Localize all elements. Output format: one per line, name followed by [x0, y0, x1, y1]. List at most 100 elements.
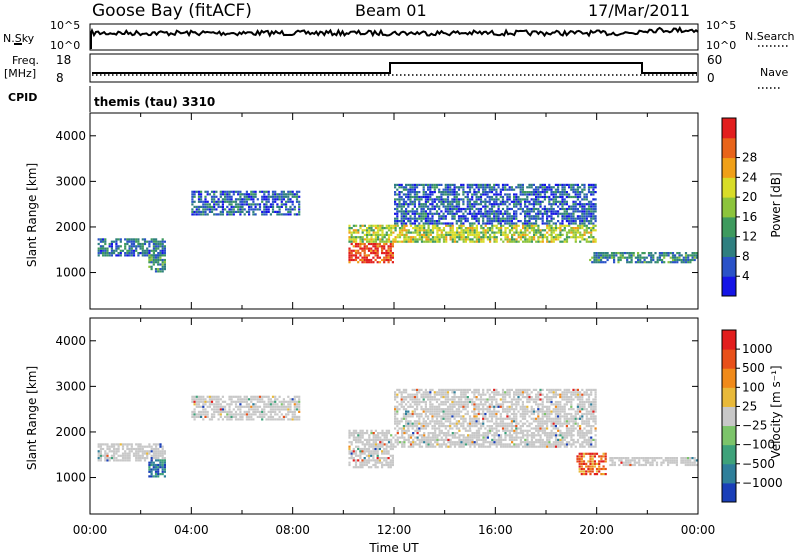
heatmap-cell: [508, 222, 511, 225]
heatmap-cell: [117, 252, 120, 255]
heatmap-cell: [137, 450, 140, 453]
heatmap-cell: [396, 410, 399, 413]
heatmap-cell: [163, 450, 166, 453]
heatmap-cell: [378, 447, 381, 451]
heatmap-cell: [197, 213, 201, 216]
heatmap-cell: [451, 193, 454, 196]
heatmap-cell: [193, 413, 196, 416]
heatmap-cell: [528, 445, 531, 448]
heatmap-cell: [354, 242, 358, 246]
heatmap-cell: [130, 254, 133, 257]
heatmap-cell: [455, 400, 458, 404]
heatmap-cell: [435, 195, 439, 199]
heatmap-cell: [104, 254, 107, 257]
heatmap-cell: [221, 208, 224, 211]
heatmap-cell: [224, 198, 227, 201]
heatmap-cell: [687, 256, 690, 259]
heatmap-cell: [539, 391, 542, 394]
heatmap-cell: [479, 203, 483, 206]
heatmap-cell: [568, 186, 571, 189]
heatmap-cell: [377, 231, 380, 234]
heatmap-cell: [486, 227, 489, 230]
heatmap-cell: [126, 252, 129, 255]
heatmap-cell: [581, 222, 584, 225]
heatmap-cell: [528, 224, 531, 227]
heatmap-cell: [420, 445, 424, 448]
heatmap-cell: [370, 258, 373, 262]
heatmap-cell: [471, 212, 474, 215]
heatmap-cell: [530, 412, 533, 416]
heatmap-cell: [438, 427, 441, 430]
heatmap-cell: [557, 191, 560, 194]
heatmap-cell: [473, 188, 476, 191]
heatmap-cell: [469, 445, 472, 448]
heatmap-cell: [504, 200, 507, 203]
heatmap-cell: [446, 420, 450, 423]
heatmap-cell: [350, 236, 353, 239]
heatmap-cell: [499, 417, 502, 420]
heatmap-cell: [278, 213, 281, 216]
heatmap-cell: [293, 405, 296, 408]
heatmap-cell: [104, 443, 107, 446]
heatmap-cell: [451, 233, 454, 236]
heatmap-cell: [411, 412, 414, 416]
heatmap-cell: [532, 417, 535, 420]
heatmap-cell: [150, 454, 153, 457]
heatmap-cell: [444, 205, 447, 208]
heatmap-cell: [506, 412, 509, 416]
heatmap-cell: [471, 215, 474, 218]
heatmap-cell: [546, 186, 549, 189]
heatmap-cell: [506, 183, 509, 186]
heatmap-cell: [195, 205, 198, 208]
heatmap-cell: [117, 450, 120, 453]
heatmap-cell: [363, 445, 366, 448]
heatmap-cell: [431, 198, 434, 201]
heatmap-cell: [446, 400, 450, 404]
heatmap-cell: [504, 432, 507, 435]
heatmap-cell: [484, 408, 487, 411]
heatmap-cell: [469, 429, 472, 432]
heatmap-cell: [418, 229, 421, 232]
heatmap-cell: [546, 212, 549, 215]
heatmap-cell: [546, 427, 549, 430]
heatmap-cell: [293, 400, 296, 403]
heatmap-cell: [626, 258, 629, 262]
heatmap-cell: [374, 252, 377, 255]
heatmap-cell: [546, 240, 549, 243]
heatmap-cell: [202, 410, 205, 413]
heatmap-cell: [530, 408, 533, 411]
heatmap-cell: [141, 457, 144, 460]
heatmap-cell: [391, 256, 394, 259]
heatmap-cell: [458, 441, 461, 444]
heatmap-cell: [396, 412, 399, 416]
heatmap-cell: [359, 450, 362, 453]
heatmap-cell: [475, 417, 478, 420]
heatmap-cell: [543, 427, 546, 430]
heatmap-cell: [471, 438, 474, 441]
heatmap-cell: [449, 427, 452, 430]
heatmap-cell: [263, 203, 266, 206]
heatmap-cell: [579, 240, 582, 243]
heatmap-cell: [278, 210, 281, 213]
heatmap-cell: [357, 242, 360, 246]
heatmap-cell: [401, 436, 404, 439]
heatmap-cell: [473, 408, 476, 411]
heatmap-cell: [473, 443, 476, 446]
heatmap-cell: [515, 198, 518, 201]
heatmap-cell: [420, 408, 423, 411]
heatmap-cell: [401, 231, 404, 234]
heatmap-cell: [537, 405, 540, 408]
heatmap-cell: [495, 183, 498, 186]
heatmap-cell: [221, 418, 224, 421]
heatmap-cell: [488, 183, 491, 186]
heatmap-cell: [245, 210, 248, 213]
heatmap-cell: [390, 240, 393, 243]
heatmap-cell: [193, 403, 196, 406]
heatmap-cell: [348, 238, 351, 241]
heatmap-cell: [438, 207, 441, 211]
heatmap-cell: [539, 212, 542, 215]
heatmap-cell: [581, 220, 584, 223]
heatmap-cell: [245, 415, 248, 418]
heatmap-cell: [431, 396, 434, 399]
heatmap-cell: [422, 408, 425, 411]
